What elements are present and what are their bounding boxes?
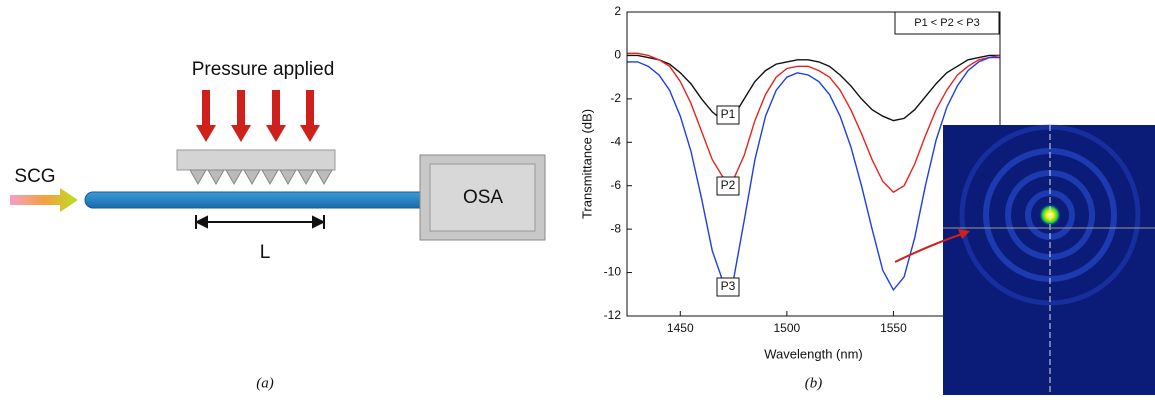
legend-note: P1 < P2 < P3 xyxy=(914,17,979,29)
y-tick-label: -6 xyxy=(610,178,621,192)
x-tick-label: 1550 xyxy=(880,321,907,335)
series-label-box xyxy=(716,105,740,125)
osa-inner xyxy=(429,163,536,232)
source-arrow xyxy=(10,188,78,212)
series-label: P1 xyxy=(721,107,736,121)
x-tick-label: 1450 xyxy=(667,321,694,335)
y-tick-label: -4 xyxy=(610,134,621,148)
series-line xyxy=(627,54,1000,122)
y-tick-label: 2 xyxy=(614,4,621,18)
pressure-arrows xyxy=(196,90,320,142)
caption-a: (a) xyxy=(256,375,274,391)
series-line xyxy=(627,52,1001,194)
y-tick-label: -10 xyxy=(604,265,622,279)
y-tick-label: -8 xyxy=(610,221,621,235)
plate-teeth xyxy=(189,169,333,186)
pointer-arrow xyxy=(894,229,970,263)
x-tick-label: 1500 xyxy=(774,321,801,335)
diagram: Pressure applied SCG OSA L (a) xyxy=(10,59,546,391)
series-label-box xyxy=(716,277,740,297)
series-label: P3 xyxy=(721,279,736,293)
x-axis-label: Wavelength (nm) xyxy=(764,346,863,361)
annotations: P1 < P2 < P3 P1 P2 P3 xyxy=(716,11,1000,297)
y-axis-label: Transmittance (dB) xyxy=(579,109,594,219)
series-label: P2 xyxy=(721,178,736,192)
y-tick-label: -2 xyxy=(610,91,621,105)
plot: 145015001550160020-2-4-6-8-10-12Waveleng… xyxy=(579,4,1013,391)
caption-b: (b) xyxy=(805,375,823,391)
legend-box xyxy=(894,11,1000,35)
series-label-box xyxy=(716,176,740,196)
y-tick-label: -12 xyxy=(604,308,622,322)
y-tick-label: 0 xyxy=(614,48,621,62)
fiber xyxy=(84,191,421,209)
series-line xyxy=(627,56,1000,292)
source-label: SCG xyxy=(14,166,55,187)
length-label: L xyxy=(260,242,271,263)
press-plate xyxy=(176,149,336,171)
osa-label: OSA xyxy=(463,187,503,208)
beam-profile-inset xyxy=(943,124,1155,395)
length-arrow xyxy=(194,215,326,229)
pressure-label: Pressure applied xyxy=(192,59,335,80)
